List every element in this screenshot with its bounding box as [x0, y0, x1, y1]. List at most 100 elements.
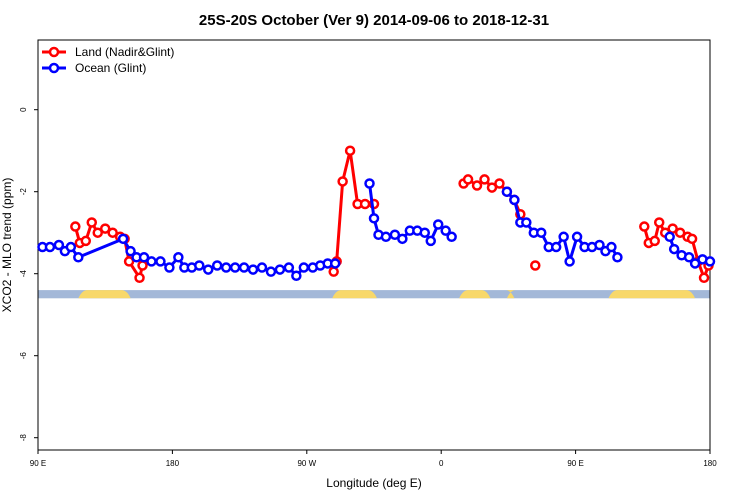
ocean-point-2-5 — [536, 227, 547, 238]
ocean-point-0-1 — [44, 241, 56, 253]
ocean-point-0-24 — [265, 266, 277, 277]
ocean-point-0-19 — [220, 262, 232, 273]
x-tick-label-2: 90 W — [297, 459, 316, 468]
land-point-1-3 — [344, 145, 356, 156]
y-tick-label-2: -4 — [19, 270, 28, 278]
ocean-point-1-12 — [446, 231, 457, 243]
land-point-2-3 — [479, 174, 490, 185]
ocean-point-0-28 — [298, 262, 310, 273]
ocean-point-3-1 — [668, 243, 680, 255]
x-tick-label-0: 90 E — [30, 459, 46, 468]
ocean-point-2-9 — [564, 256, 575, 267]
ocean-point-3-0 — [664, 231, 675, 243]
land-point-4-8 — [686, 233, 698, 245]
x-axis-label: Longitude (deg E) — [326, 476, 421, 490]
ocean-point-1-9 — [425, 235, 436, 247]
ocean-point-0-13 — [173, 252, 184, 263]
ocean-point-2-7 — [550, 241, 562, 253]
land-point-0-3 — [86, 217, 98, 228]
land-band-0 — [78, 290, 131, 299]
legend-item-land: Land (Nadir&Glint) — [42, 45, 174, 59]
legend: Land (Nadir&Glint) Ocean (Glint) — [42, 45, 174, 75]
land-band-2 — [459, 290, 491, 299]
land-point-0-10 — [134, 272, 145, 284]
ocean-point-3-4 — [689, 258, 701, 269]
x-axis: 90 E 180 90 W 0 90 E 180 — [30, 450, 717, 468]
land-point-2-5 — [494, 178, 505, 189]
ocean-point-0-6 — [117, 233, 129, 245]
land-point-4-0 — [639, 221, 650, 232]
ocean-point-1-5 — [397, 233, 408, 245]
land-point-3-0 — [530, 260, 541, 271]
y-axis: 0 -2 -4 -6 -8 — [19, 107, 38, 441]
land-point-0-5 — [99, 223, 111, 234]
x-tick-label-5: 180 — [703, 459, 717, 468]
x-tick-label-1: 180 — [166, 459, 180, 468]
ocean-point-0-26 — [283, 262, 295, 273]
y-tick-label-3: -6 — [19, 352, 28, 360]
land-ocean-band — [38, 290, 710, 299]
ocean-point-0-22 — [247, 264, 259, 275]
legend-ocean-label: Ocean (Glint) — [75, 61, 146, 75]
ocean-point-2-15 — [606, 241, 617, 253]
ocean-point-0-17 — [202, 264, 214, 275]
legend-land-label: Land (Nadir&Glint) — [75, 45, 174, 59]
ocean-point-0-4 — [65, 241, 77, 253]
ocean-point-2-3 — [521, 217, 532, 228]
ocean-point-0-20 — [229, 262, 241, 273]
land-point-1-0 — [328, 266, 339, 277]
ocean-point-2-13 — [594, 239, 605, 251]
land-point-0-0 — [70, 221, 81, 232]
land-point-0-9 — [123, 256, 135, 267]
land-point-2-2 — [471, 180, 483, 191]
land-point-4-2 — [649, 235, 660, 247]
ocean-point-3-6 — [704, 256, 716, 267]
land-point-4-6 — [674, 227, 686, 238]
y-tick-label-0: 0 — [19, 107, 28, 112]
land-point-4-3 — [653, 217, 665, 228]
ocean-point-0-27 — [291, 270, 302, 281]
ocean-point-0-12 — [164, 262, 175, 273]
ocean-point-3-3 — [683, 252, 695, 263]
ocean-point-0-9 — [138, 252, 150, 263]
ocean-point-0-5 — [73, 252, 84, 263]
ocean-point-1-11 — [440, 225, 451, 236]
land-point-0-4 — [92, 227, 103, 238]
ocean-point-0-18 — [211, 260, 223, 271]
ocean-point-1-8 — [419, 227, 431, 238]
ocean-point-2-1 — [509, 194, 520, 206]
legend-item-ocean: Ocean (Glint) — [42, 61, 146, 75]
y-tick-label-4: -8 — [19, 434, 28, 442]
ocean-point-1-0 — [364, 178, 375, 189]
land-point-0-6 — [107, 227, 118, 238]
x-tick-label-4: 90 E — [567, 459, 583, 468]
ocean-point-1-10 — [432, 219, 444, 230]
land-band-1 — [332, 290, 377, 299]
ocean-point-1-3 — [380, 231, 392, 243]
ocean-point-2-16 — [612, 252, 623, 263]
series-layer — [37, 145, 716, 284]
ocean-point-0-7 — [125, 245, 136, 257]
land-point-1-5 — [359, 198, 371, 210]
land-point-2-4 — [486, 182, 498, 193]
land-band-3 — [506, 290, 515, 299]
land-band-4 — [608, 290, 696, 299]
ocean-point-2-10 — [571, 231, 583, 243]
ocean-point-1-4 — [389, 229, 401, 240]
ocean-point-2-8 — [558, 231, 569, 243]
x-tick-label-3: 0 — [439, 459, 444, 468]
ocean-point-0-21 — [238, 262, 250, 273]
ocean-point-0-2 — [53, 239, 65, 251]
y-tick-label-1: -2 — [19, 188, 28, 196]
ocean-point-0-23 — [256, 262, 268, 273]
ocean-point-0-25 — [274, 264, 286, 275]
ocean-point-0-16 — [194, 260, 205, 271]
ocean-point-0-10 — [146, 256, 157, 267]
land-point-2-1 — [462, 174, 474, 185]
chart-title: 25S-20S October (Ver 9) 2014-09-06 to 20… — [199, 12, 549, 29]
ocean-point-2-0 — [501, 186, 513, 197]
ocean-point-0-11 — [155, 256, 166, 267]
legend-land-marker — [48, 46, 60, 58]
